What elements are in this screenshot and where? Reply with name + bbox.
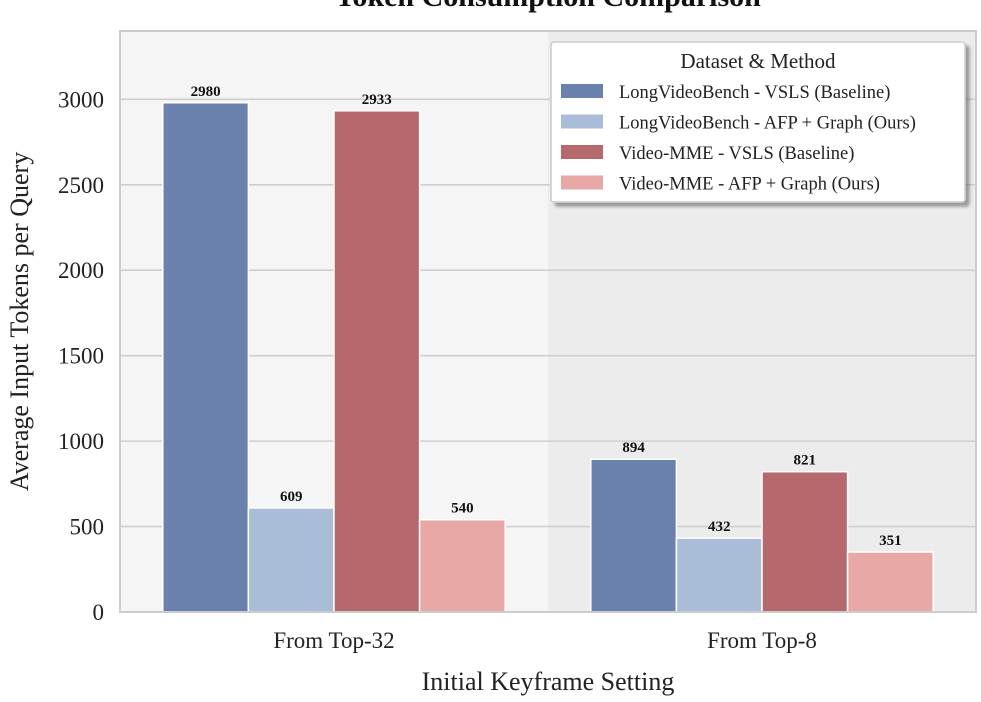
bar <box>675 537 763 613</box>
bar <box>761 470 849 613</box>
bar-value-label: 2980 <box>191 84 221 100</box>
bar-value-labels: 2980 609 2933 540 894 432 821 351 <box>191 84 902 549</box>
legend-title: Dataset & Method <box>680 49 836 73</box>
chart-title: Token Consumption Comparison <box>335 0 761 13</box>
legend: Dataset & Method LongVideoBench - VSLS (B… <box>550 41 966 203</box>
legend-entry-label: Video-MME - AFP + Graph (Ours) <box>619 175 880 195</box>
y-axis-label: Average Input Tokens per Query <box>5 152 34 491</box>
legend-swatch <box>561 175 603 190</box>
y-tick-label: 2000 <box>58 258 104 283</box>
bar-value-label: 2933 <box>362 92 392 108</box>
bar-value-label: 821 <box>794 453 817 469</box>
y-tick-label: 1000 <box>58 429 104 454</box>
legend-entry-label: LongVideoBench - VSLS (Baseline) <box>619 83 890 103</box>
bar-value-label: 432 <box>708 519 731 535</box>
y-tick-label: 3000 <box>58 87 104 112</box>
y-tick-label: 1500 <box>58 344 104 369</box>
x-tick-label: From Top-32 <box>273 628 394 653</box>
y-tick-label: 500 <box>70 515 105 540</box>
legend-entry-label: Video-MME - VSLS (Baseline) <box>619 144 854 164</box>
bars <box>162 102 934 613</box>
y-tick-label: 2500 <box>58 173 104 198</box>
bar <box>247 507 335 613</box>
plot-border <box>119 30 977 613</box>
bar <box>418 518 506 613</box>
bar-value-label: 609 <box>280 489 303 505</box>
bar <box>162 102 250 613</box>
bar <box>846 551 934 613</box>
bar-value-label: 894 <box>622 440 645 456</box>
bar-value-label: 351 <box>879 533 902 549</box>
legend-entry-label: LongVideoBench - AFP + Graph (Ours) <box>619 114 916 134</box>
x-axis-label: Initial Keyframe Setting <box>422 667 675 696</box>
bar <box>333 110 421 613</box>
bar-value-label: 540 <box>451 501 474 517</box>
bar <box>590 458 678 613</box>
y-tick-label: 0 <box>93 600 105 625</box>
x-tick-label: From Top-8 <box>707 628 817 653</box>
axes: 0 500 1000 1500 2000 2500 3000 From Top-32 From … <box>58 30 977 653</box>
legend-swatch <box>561 84 603 98</box>
legend-box <box>550 41 966 203</box>
legend-swatch <box>561 114 603 129</box>
legend-swatch <box>561 145 603 159</box>
